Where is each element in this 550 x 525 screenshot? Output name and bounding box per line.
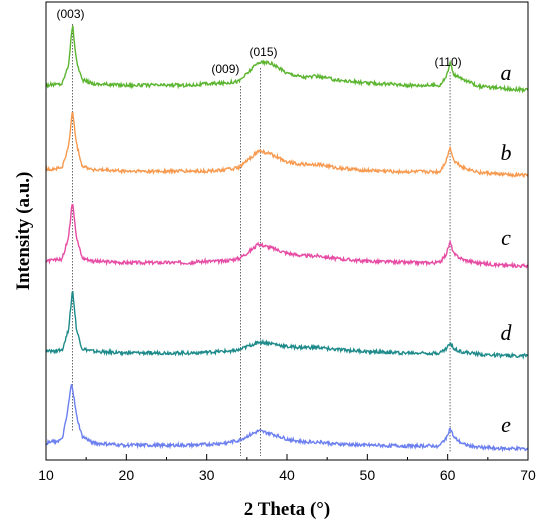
series-label-c: c xyxy=(501,225,511,250)
series-line-e xyxy=(45,384,529,453)
series-line-a xyxy=(45,25,529,94)
series-layer xyxy=(45,25,529,453)
peak-label-3: (015) xyxy=(249,45,277,59)
series-label-a: a xyxy=(501,60,512,85)
x-axis-title: 2 Theta (°) xyxy=(244,499,330,520)
x-tick-label-70: 70 xyxy=(520,467,536,483)
x-tick-label-50: 50 xyxy=(360,467,376,483)
plot-frame xyxy=(45,1,529,461)
series-label-d: d xyxy=(501,320,513,345)
y-axis-title: Intensity (a.u.) xyxy=(13,172,34,291)
series-line-b xyxy=(45,112,529,179)
x-tick-label-40: 40 xyxy=(279,467,295,483)
x-tick-label-10: 10 xyxy=(38,467,54,483)
reference-lines xyxy=(72,24,451,456)
x-axis-ticks: 10 20 30 40 50 60 70 xyxy=(38,454,536,483)
series-line-d xyxy=(45,291,528,360)
series-label-b: b xyxy=(501,140,512,165)
series-line-c xyxy=(45,203,529,269)
x-tick-label-30: 30 xyxy=(199,467,215,483)
peak-label-1: (003) xyxy=(57,7,85,21)
series-labels: a b c d e xyxy=(501,60,513,437)
peak-annotations: (003) (009) (015) (110) xyxy=(57,7,462,76)
series-label-e: e xyxy=(501,412,511,437)
x-tick-label-60: 60 xyxy=(440,467,456,483)
x-tick-label-20: 20 xyxy=(119,467,135,483)
peak-label-2: (009) xyxy=(211,62,239,76)
peak-label-4: (110) xyxy=(435,55,462,69)
